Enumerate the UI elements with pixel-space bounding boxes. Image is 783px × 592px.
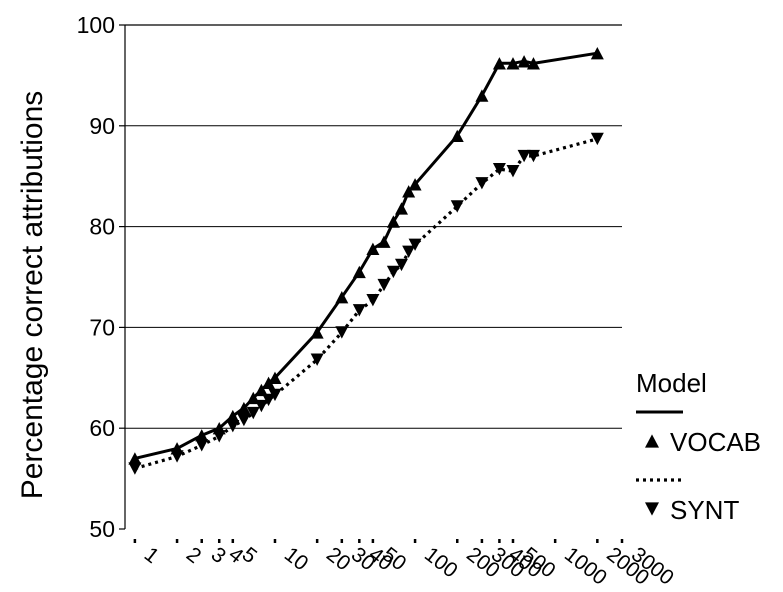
- data-point-synt-3: [212, 430, 226, 443]
- data-point-vocab-19: [450, 129, 464, 143]
- data-point-vocab-25: [590, 47, 604, 60]
- data-point-vocab-4: [226, 409, 240, 423]
- x-tick-label-1000: 1000: [560, 543, 611, 590]
- data-point-synt-6: [246, 406, 260, 420]
- data-point-synt-10: [310, 353, 324, 366]
- data-point-vocab-10: [310, 326, 324, 339]
- data-point-vocab-2: [195, 429, 209, 442]
- data-point-synt-4: [226, 420, 240, 433]
- series: [128, 47, 604, 475]
- y-axis-title: Percentage correct attributions: [16, 91, 49, 500]
- legend-label-vocab: VOCAB: [670, 427, 761, 457]
- data-point-synt-19: [450, 200, 464, 213]
- legend-marker-synt: [645, 502, 659, 516]
- data-point-synt-8: [262, 393, 276, 407]
- data-point-synt-14: [377, 278, 391, 292]
- y-tick-label-50: 50: [89, 516, 115, 542]
- x-tick-label-2: 2: [182, 543, 205, 568]
- data-point-synt-15: [386, 265, 400, 279]
- data-point-synt-22: [506, 164, 520, 178]
- y-tick-label-70: 70: [89, 314, 115, 340]
- data-point-vocab-22: [506, 57, 520, 70]
- data-point-synt-2: [195, 439, 209, 452]
- data-point-vocab-18: [408, 178, 422, 191]
- data-point-synt-11: [335, 326, 349, 339]
- data-point-vocab-11: [335, 290, 349, 304]
- data-point-vocab-15: [386, 215, 400, 228]
- data-point-vocab-16: [394, 202, 408, 215]
- data-point-synt-7: [254, 399, 268, 413]
- x-tick-label-3: 3: [207, 543, 230, 568]
- data-point-synt-21: [492, 162, 506, 176]
- data-point-vocab-8: [262, 376, 276, 390]
- y-tick-label-80: 80: [89, 214, 115, 240]
- series-vocab: [128, 47, 604, 465]
- data-point-synt-24: [526, 149, 540, 163]
- legend-label-synt: SYNT: [670, 495, 739, 525]
- y-tick-label-90: 90: [89, 113, 115, 139]
- data-point-synt-9: [268, 388, 282, 402]
- data-point-vocab-20: [475, 89, 489, 102]
- x-tick-label-1: 1: [140, 543, 163, 568]
- y-tick-label-60: 60: [89, 415, 115, 441]
- legend-title: Model: [636, 368, 707, 398]
- data-point-vocab-0: [128, 452, 142, 465]
- data-point-vocab-17: [402, 185, 416, 198]
- data-point-vocab-13: [366, 242, 380, 255]
- x-tick-label-10: 10: [280, 543, 313, 576]
- data-point-synt-1: [170, 450, 184, 463]
- data-point-synt-16: [394, 258, 408, 272]
- gridlines: [125, 125, 622, 429]
- data-point-synt-25: [590, 132, 604, 146]
- data-point-synt-13: [366, 294, 380, 307]
- data-point-vocab-24: [526, 57, 540, 70]
- legend: Model VOCAB SYNT: [636, 368, 761, 525]
- y-tick-label-100: 100: [77, 12, 115, 38]
- data-point-vocab-5: [237, 401, 251, 415]
- data-point-synt-12: [352, 304, 366, 317]
- data-point-synt-20: [475, 177, 489, 190]
- data-point-synt-17: [402, 245, 416, 258]
- legend-marker-vocab: [645, 434, 659, 448]
- data-point-vocab-7: [254, 383, 268, 397]
- data-point-vocab-9: [268, 371, 282, 384]
- series-line-synt: [134, 137, 598, 471]
- data-point-vocab-14: [377, 235, 391, 248]
- data-point-synt-18: [408, 238, 422, 251]
- data-point-synt-0: [128, 462, 142, 475]
- data-point-synt-5: [237, 413, 251, 427]
- data-point-vocab-21: [492, 57, 506, 70]
- series-line-vocab: [134, 51, 598, 460]
- x-tick-label-100: 100: [420, 543, 462, 583]
- data-point-vocab-23: [517, 55, 531, 68]
- data-point-vocab-12: [352, 265, 366, 279]
- series-synt: [128, 132, 604, 475]
- data-point-synt-23: [517, 149, 531, 163]
